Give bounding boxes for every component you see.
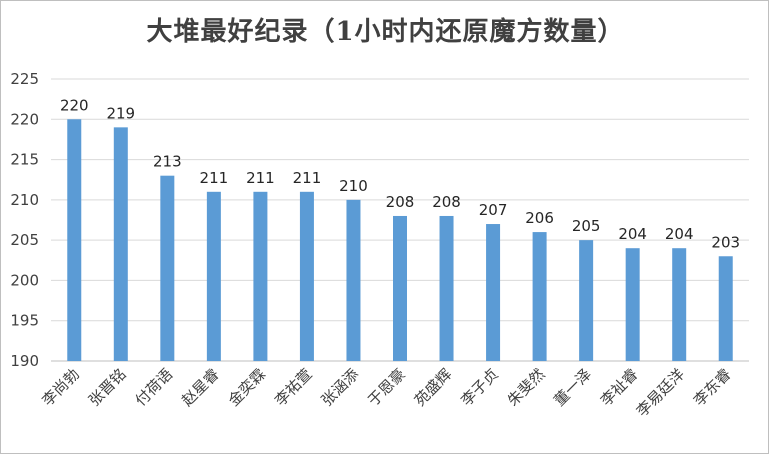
category-label: 赵星睿 bbox=[178, 365, 223, 410]
category-label: 朱斐然 bbox=[504, 365, 549, 410]
data-label: 208 bbox=[432, 193, 461, 211]
data-label: 205 bbox=[572, 217, 601, 235]
bar bbox=[393, 215, 407, 361]
bar bbox=[113, 127, 128, 361]
category-label: 李祉睿 bbox=[597, 365, 642, 410]
data-label: 219 bbox=[106, 104, 135, 122]
y-tick-label: 210 bbox=[10, 191, 39, 209]
y-tick-label: 200 bbox=[10, 271, 39, 289]
category-label: 金奕霖 bbox=[225, 365, 270, 410]
bar bbox=[206, 191, 221, 361]
data-label: 204 bbox=[618, 225, 647, 243]
bar bbox=[672, 248, 687, 361]
data-label: 206 bbox=[525, 209, 554, 227]
category-label: 于恩豪 bbox=[364, 365, 409, 410]
y-tick-label: 220 bbox=[10, 110, 39, 128]
data-label: 203 bbox=[711, 233, 740, 251]
y-tick-label: 195 bbox=[10, 312, 39, 330]
chart-title: 大堆最好纪录（1小时内还原魔方数量） bbox=[146, 17, 625, 47]
bar bbox=[718, 256, 733, 361]
category-label: 李东睿 bbox=[690, 365, 735, 410]
bar bbox=[299, 191, 314, 361]
category-label: 李尚勃 bbox=[39, 365, 84, 410]
y-tick-label: 225 bbox=[10, 70, 39, 88]
bar bbox=[486, 224, 501, 361]
bar bbox=[346, 199, 361, 361]
data-label: 204 bbox=[665, 225, 694, 243]
category-label: 苑盛辉 bbox=[411, 365, 456, 410]
data-label: 213 bbox=[153, 153, 182, 171]
category-label: 付荷语 bbox=[132, 365, 177, 410]
data-label: 210 bbox=[339, 177, 368, 195]
category-label: 张涵添 bbox=[318, 365, 363, 410]
bar bbox=[625, 248, 640, 361]
category-label: 董一泽 bbox=[550, 365, 595, 410]
bar bbox=[253, 191, 268, 361]
y-tick-label: 215 bbox=[10, 151, 39, 169]
data-label: 211 bbox=[246, 169, 275, 187]
bar bbox=[439, 215, 454, 361]
category-label: 张晋铭 bbox=[85, 365, 130, 410]
category-label: 李祐萱 bbox=[271, 365, 316, 410]
data-label: 211 bbox=[293, 169, 322, 187]
category-label: 李子贞 bbox=[457, 365, 502, 410]
bar bbox=[160, 175, 175, 361]
bar bbox=[579, 240, 594, 361]
data-label: 207 bbox=[479, 201, 508, 219]
bar bbox=[67, 119, 82, 362]
y-tick-label: 205 bbox=[10, 231, 39, 249]
category-label: 李易廷洋 bbox=[633, 365, 688, 420]
y-tick-label: 190 bbox=[10, 352, 39, 370]
data-label: 220 bbox=[60, 96, 89, 114]
bar bbox=[532, 232, 547, 361]
data-label: 211 bbox=[200, 169, 229, 187]
data-label: 208 bbox=[386, 193, 415, 211]
